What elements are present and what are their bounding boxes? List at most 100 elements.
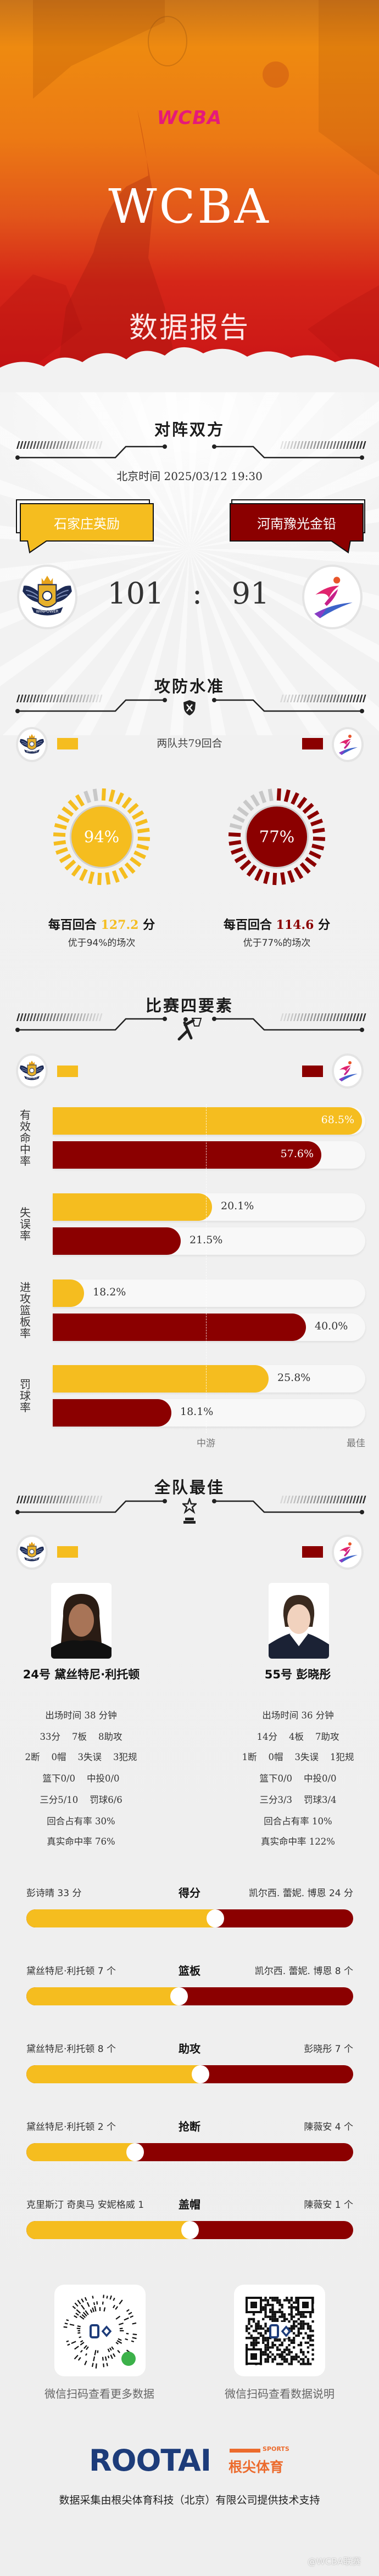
divider-line [18,1018,165,1031]
qr-module [269,2297,272,2299]
qr-module [252,2341,255,2344]
player-stat-line: 出场时间 36 分钟 [262,1710,334,1721]
gauge-tick [112,870,120,883]
qr-module [306,2334,310,2337]
qr-finder [246,2348,262,2365]
divider-hatch [336,1496,340,1503]
section-title-four-factors: 比赛四要素 [145,996,233,1015]
qr-module [295,2358,298,2361]
qr-module [271,2308,274,2311]
leader-bar [26,1909,353,1927]
qr-module [278,2303,281,2307]
qr-module [269,2318,272,2320]
gauge-tick [101,788,106,801]
divider-hatch [79,695,83,702]
qr-module [306,2323,310,2325]
gauge-tick [302,803,314,814]
star-trophy-icon [182,1498,197,1524]
qr-module [95,2363,97,2369]
player-stat-line: 33分 7板 8助攻 [40,1732,122,1742]
qr-finder [297,2297,314,2313]
qr-module [266,2327,269,2330]
leader-bar-knob [170,1987,188,2005]
divider-hatch [330,1496,333,1503]
divider-hatch [353,1013,356,1021]
divider-hatch [356,1496,360,1503]
factor-bar-away: 21.5% [53,1227,365,1255]
divider-hatch [73,695,76,702]
divider-hatch [92,695,96,702]
scale-mid-label: 中游 [197,1438,215,1449]
qr-module [295,2297,298,2299]
qr-module [311,2334,314,2337]
divider-hatch [346,695,350,702]
qr-module [288,2327,291,2330]
midpoint-line [206,1104,207,1433]
home-team-name: 石家庄英励 [20,503,154,542]
gauge-tick [88,871,95,884]
divider-dot [163,1499,167,1503]
qr-module [264,2303,267,2307]
brand-stripe [230,2449,260,2453]
divider-hatch [287,1496,291,1503]
bar-fill [53,1141,321,1169]
qr-module [118,2338,122,2341]
qr-module [77,2357,81,2361]
factor-bar-away: 40.0% [53,1314,365,1341]
qr-module [115,2306,119,2310]
qr-module [248,2337,250,2340]
divider-hatch [63,441,66,449]
qr-module [124,2317,129,2321]
qr-module [286,2360,288,2363]
gauge-tick [297,797,308,809]
divider-hatch [76,1496,80,1503]
qr-module [264,2330,267,2332]
divider-hatch [330,695,333,702]
qr-module [293,2315,296,2318]
divider-hatch [313,1013,317,1021]
factor-bar-away: 18.1% [53,1399,365,1427]
qr-module [80,2349,83,2353]
divider-hatch [359,1496,363,1503]
qr-module [257,2337,260,2340]
divider-hatch [86,695,90,702]
qr-module [110,2354,113,2359]
divider-hatch [49,1013,53,1021]
qr-module [283,2318,286,2320]
qr-module [250,2341,253,2344]
player-stat-line: 真实命中率 76% [47,1836,115,1847]
divider-hatch [316,695,320,702]
qr-code-data-explanation[interactable] [234,2285,325,2376]
qr-module [278,2308,281,2311]
qr-module [271,2341,274,2344]
qr-module [264,2299,267,2302]
qr-module [252,2313,255,2316]
qr-module [264,2306,267,2309]
leader-category: 得分 [179,1886,200,1899]
gauge-tick [228,840,242,846]
gauge-tick [306,810,320,820]
divider-hatch [96,441,99,449]
divider-hatch [73,1496,76,1503]
divider-hatch [283,1496,287,1503]
divider-hatch [280,1496,284,1503]
qr-code-more-data[interactable] [54,2285,146,2376]
rootai-mark [269,2324,279,2338]
qr-module [274,2315,276,2318]
qr-module [264,2313,267,2316]
home-rating: 每百回合 127.2 分 [14,915,190,933]
qr-module [259,2327,263,2330]
divider-hatch [66,441,70,449]
factor-label: 罚球率 [20,1377,31,1414]
qr-module [283,2360,286,2363]
qr-module [302,2360,305,2363]
qr-module [304,2332,307,2335]
qr-module [113,2304,115,2308]
qr-module [264,2350,267,2354]
hero-title: WCBA [108,179,271,234]
qr-module [269,2355,272,2358]
qr-module [131,2340,135,2343]
shield-swords-icon [183,700,196,715]
banner-tail [330,540,351,554]
divider-hatch [356,1013,360,1021]
